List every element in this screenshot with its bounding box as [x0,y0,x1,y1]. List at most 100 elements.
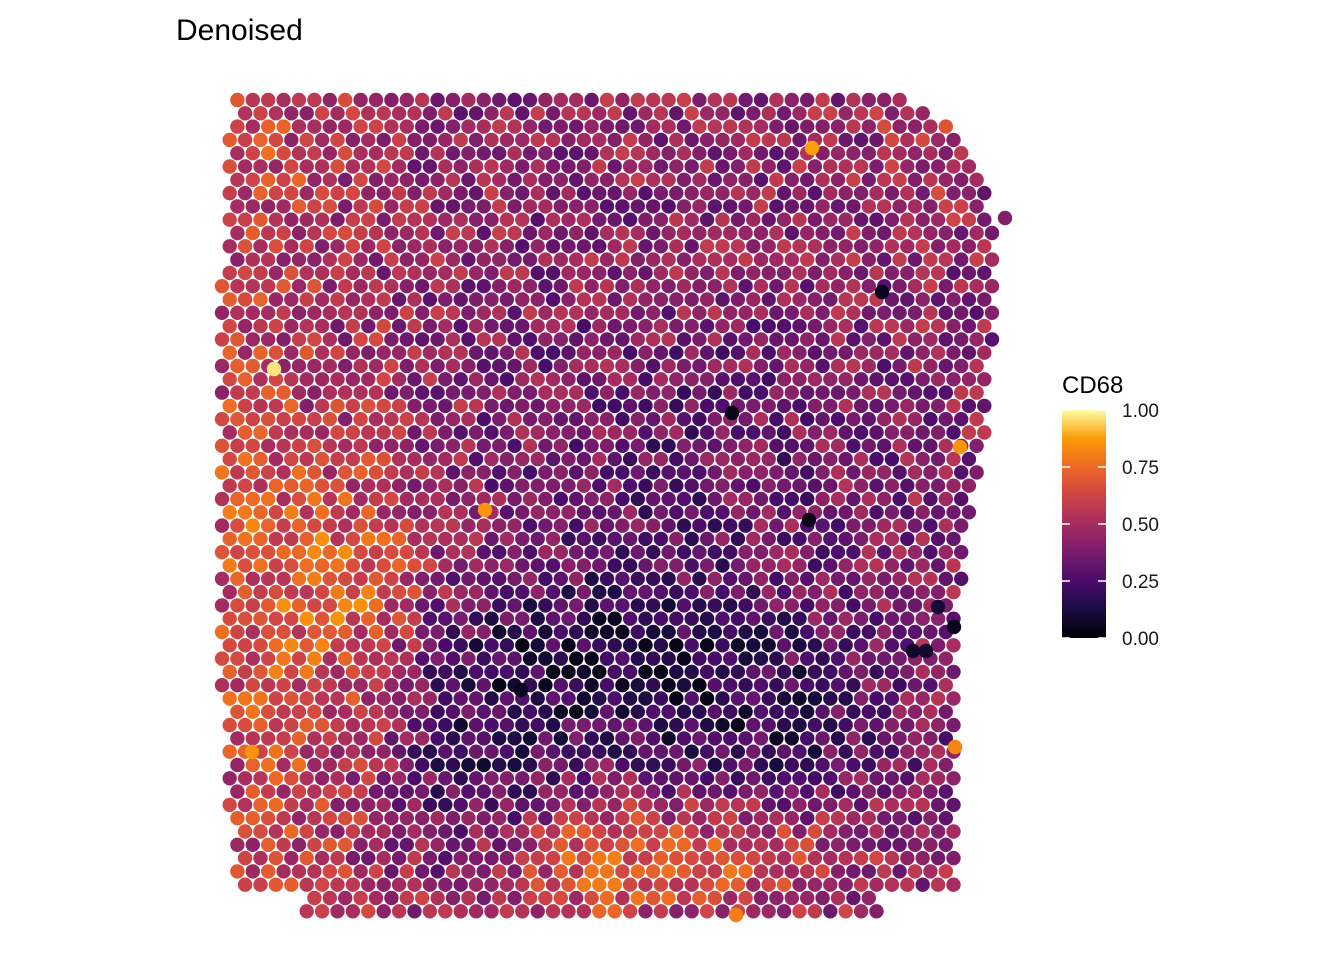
spot [730,478,746,493]
spot [430,385,445,400]
spot [823,717,838,733]
spot [430,358,445,374]
spot [630,279,645,294]
spot [222,185,237,201]
spot [792,797,807,813]
spot [545,185,561,201]
spot [353,438,368,453]
spot [784,545,799,560]
spot [784,385,799,400]
spot [699,265,715,281]
spot [653,159,669,174]
spot [638,398,653,414]
spot [684,398,699,414]
spot [445,385,461,400]
spot [877,571,892,586]
spot [530,265,545,281]
spot [946,619,962,635]
spot [268,824,284,839]
spot [815,252,830,267]
spot [314,771,330,786]
spot [307,465,322,480]
spot [276,146,291,161]
spot [569,678,584,693]
spot [284,850,299,866]
spot [576,451,592,467]
spot [907,518,923,533]
spot [384,571,399,586]
spot [946,185,961,201]
spot [669,877,684,892]
spot [900,425,915,440]
spot [376,638,391,653]
spot [268,478,284,493]
spot [815,571,830,586]
spot [314,478,330,493]
spot [322,119,337,134]
spot [384,92,399,108]
spot [245,678,260,693]
spot [753,438,769,453]
spot [676,837,692,852]
spot [237,611,253,626]
spot [915,239,930,254]
spot [907,837,923,852]
spot [723,252,738,267]
spot [853,824,869,839]
spot [638,797,653,813]
spot [753,305,769,320]
spot [353,757,368,773]
spot [884,505,900,520]
spot [230,518,245,533]
spot [615,811,630,826]
spot [345,771,361,786]
spot [538,545,553,560]
spot [823,106,838,121]
spot [715,425,730,440]
spot [661,598,676,613]
spot [576,531,592,547]
spot [607,744,622,759]
spot [538,491,553,507]
spot [869,744,884,759]
spot [892,491,907,507]
spot [445,119,461,134]
spot [938,811,953,826]
spot [415,385,430,400]
spot [646,678,661,693]
spot [261,731,276,746]
spot [245,518,260,533]
spot [884,691,900,706]
spot [776,292,792,307]
spot [900,159,915,174]
spot [846,704,861,719]
spot [576,132,592,148]
spot [415,890,430,906]
spot [569,491,584,507]
spot [730,664,746,680]
spot [930,638,946,653]
spot [961,478,977,493]
spot [615,465,630,480]
spot [769,545,784,560]
spot [453,132,468,148]
spot [938,305,953,320]
spot [368,678,384,693]
spot [676,358,692,374]
spot [284,744,299,759]
spot [707,385,722,400]
spot [653,505,669,520]
spot [499,451,515,467]
spot [384,678,399,693]
spot [830,92,846,108]
spot [615,146,630,161]
spot [484,132,499,148]
spot [353,92,368,108]
spot [453,318,468,334]
spot [692,412,707,427]
spot [345,132,361,148]
spot [823,345,838,360]
spot [946,850,961,866]
spot [422,611,438,626]
spot [384,412,399,427]
